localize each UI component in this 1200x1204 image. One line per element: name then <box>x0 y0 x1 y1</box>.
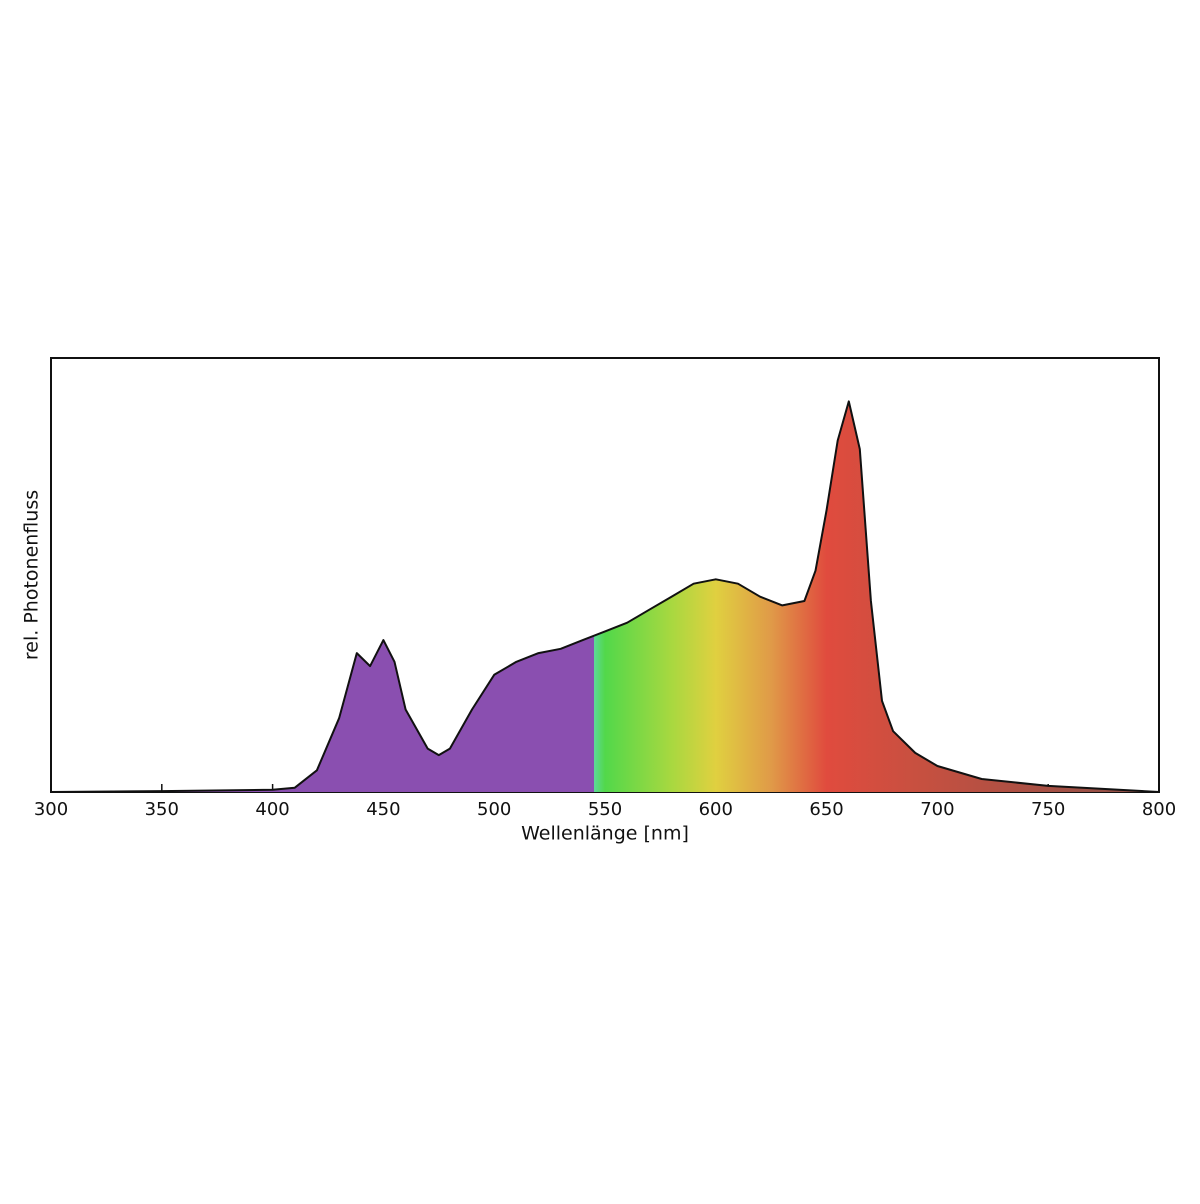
x-tick-label: 350 <box>145 799 179 820</box>
y-axis-label: rel. Photonenfluss <box>21 490 43 660</box>
x-tick-label: 800 <box>1142 799 1176 820</box>
spectrum-line <box>50 400 1160 793</box>
x-tick-label: 750 <box>1031 799 1065 820</box>
x-tick-label: 450 <box>366 799 400 820</box>
x-tick-label: 600 <box>699 799 733 820</box>
x-tick-label: 500 <box>477 799 511 820</box>
x-tick-label: 700 <box>920 799 954 820</box>
spectrum-area <box>51 401 1159 792</box>
x-tick-label: 650 <box>809 799 843 820</box>
x-axis-label: Wellenlänge [nm] <box>521 823 689 845</box>
x-tick-label: 300 <box>34 799 68 820</box>
x-tick-label: 550 <box>588 799 622 820</box>
x-tick-label: 400 <box>255 799 289 820</box>
